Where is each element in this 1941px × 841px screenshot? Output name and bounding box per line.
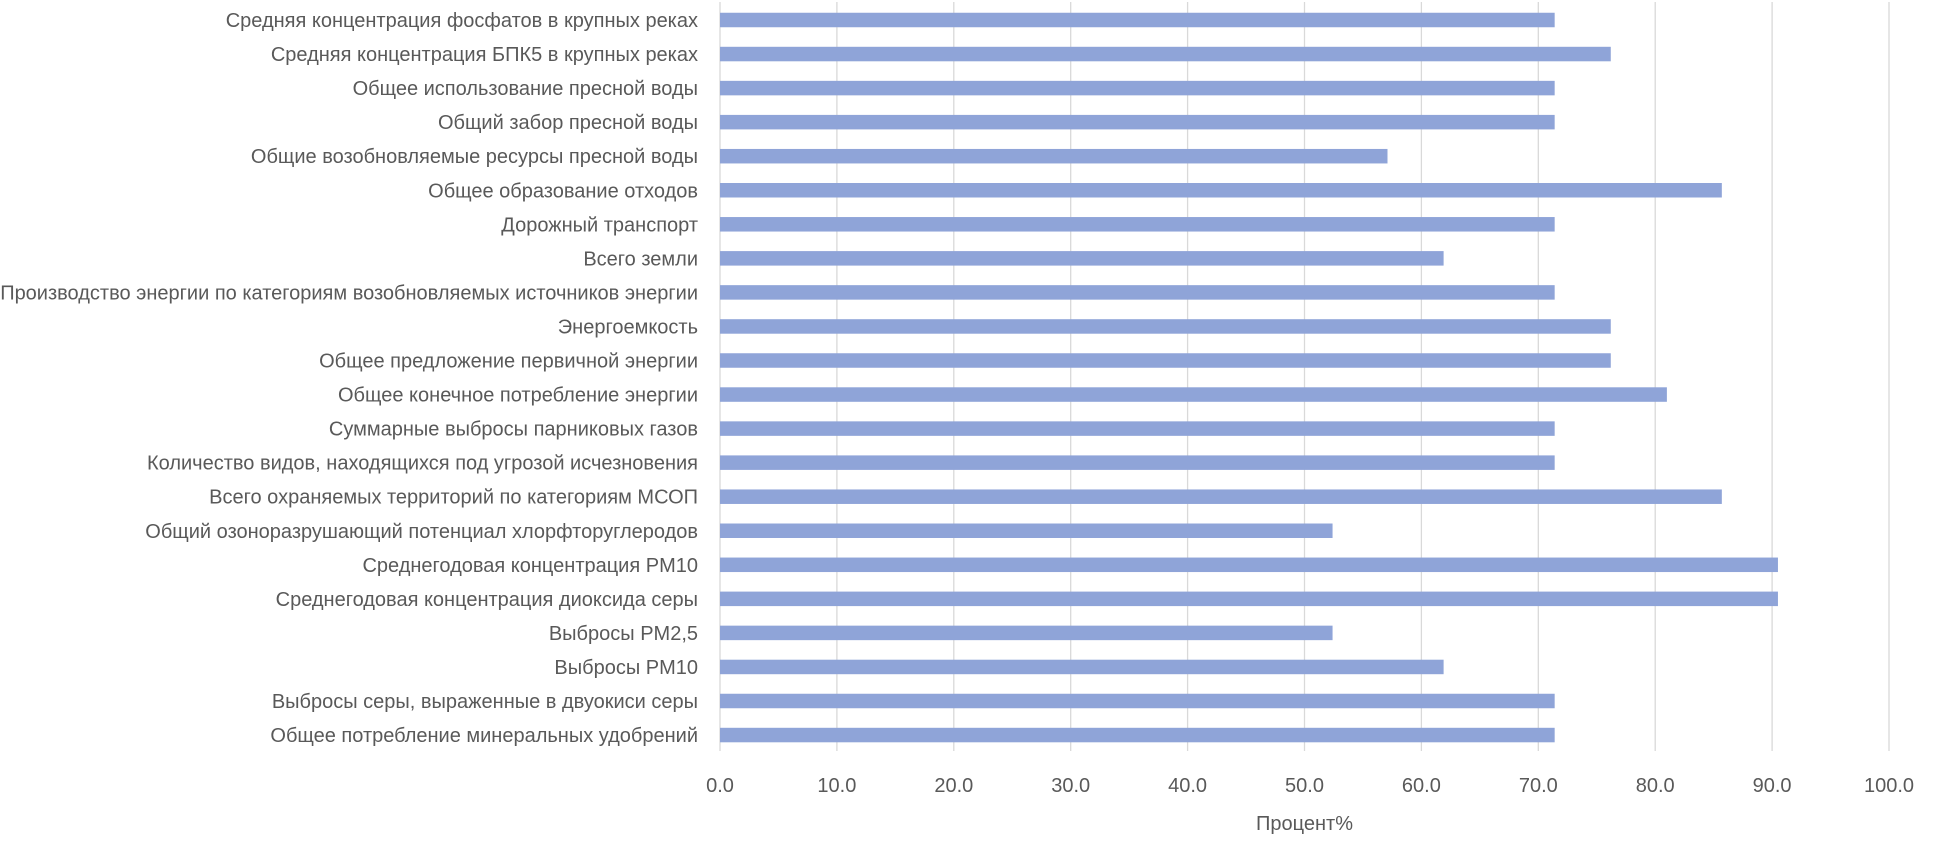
bar (720, 80, 1555, 96)
category-label: Всего охраняемых территорий по категория… (209, 487, 698, 509)
category-label: Средняя концентрация БПК5 в крупных река… (271, 44, 698, 66)
category-label: Общий забор пресной воды (438, 112, 698, 134)
category-label: Общее конечное потребление энергии (338, 385, 698, 407)
bar (720, 114, 1555, 130)
bar (720, 12, 1555, 28)
bar (720, 693, 1555, 709)
x-axis-title: Процент% (1256, 813, 1353, 835)
category-label: Дорожный транспорт (501, 214, 698, 236)
category-label: Количество видов, находящихся под угрозо… (147, 453, 698, 475)
category-label: Производство энергии по категориям возоб… (0, 282, 698, 304)
x-tick-label: 10.0 (817, 775, 856, 797)
bar (720, 489, 1722, 504)
bar (720, 727, 1555, 743)
bar (720, 421, 1555, 436)
bar (720, 46, 1611, 62)
category-labels: Средняя концентрация фосфатов в крупных … (0, 10, 698, 747)
bar (720, 625, 1333, 641)
category-label: Всего земли (583, 248, 698, 270)
x-tick-labels: 0.0 10.0 20.0 30.0 40.0 50.0 60.0 70.0 80.0 90.0 1… (706, 775, 1914, 797)
category-label: Среднегодовая концентрация диоксида серы (276, 589, 698, 611)
x-tick-label: 30.0 (1051, 775, 1090, 797)
bar (720, 319, 1611, 334)
x-tick-label: 20.0 (934, 775, 973, 797)
x-tick-label: 60.0 (1402, 775, 1441, 797)
bar (720, 455, 1555, 470)
bar (720, 387, 1667, 402)
category-label: Выбросы серы, выраженные в двуокиси серы (272, 691, 698, 713)
category-label: Общее использование пресной воды (353, 78, 698, 100)
bar (720, 523, 1333, 538)
x-tick-label: 50.0 (1285, 775, 1324, 797)
category-label: Общий озоноразрушающий потенциал хлорфто… (145, 521, 698, 543)
x-tick-label: 90.0 (1753, 775, 1792, 797)
bar (720, 183, 1722, 198)
category-label: Общее потребление минеральных удобрений (270, 725, 698, 747)
x-tick-label: 100.0 (1864, 775, 1914, 797)
category-label: Среднегодовая концентрация PM10 (362, 555, 698, 577)
category-label: Выбросы PM10 (554, 657, 698, 679)
category-label: Средняя концентрация фосфатов в крупных … (226, 10, 698, 32)
bar (720, 148, 1388, 164)
bar (720, 557, 1778, 573)
category-label: Общее предложение первичной энергии (319, 351, 698, 373)
category-label: Энергоемкость (558, 316, 698, 338)
bar (720, 217, 1555, 232)
category-label: Общее образование отходов (428, 180, 698, 202)
category-label: Выбросы PM2,5 (549, 623, 698, 645)
bar (720, 251, 1444, 266)
bar (720, 591, 1778, 607)
bar (720, 285, 1555, 300)
bar (720, 353, 1611, 368)
bars (720, 12, 1778, 743)
category-label: Суммарные выбросы парниковых газов (329, 419, 698, 441)
x-tick-label: 40.0 (1168, 775, 1207, 797)
x-tick-label: 70.0 (1519, 775, 1558, 797)
x-tick-label: 80.0 (1636, 775, 1675, 797)
category-label: Общие возобновляемые ресурсы пресной вод… (251, 146, 698, 168)
x-tick-label: 0.0 (706, 775, 734, 797)
bar (720, 659, 1444, 675)
